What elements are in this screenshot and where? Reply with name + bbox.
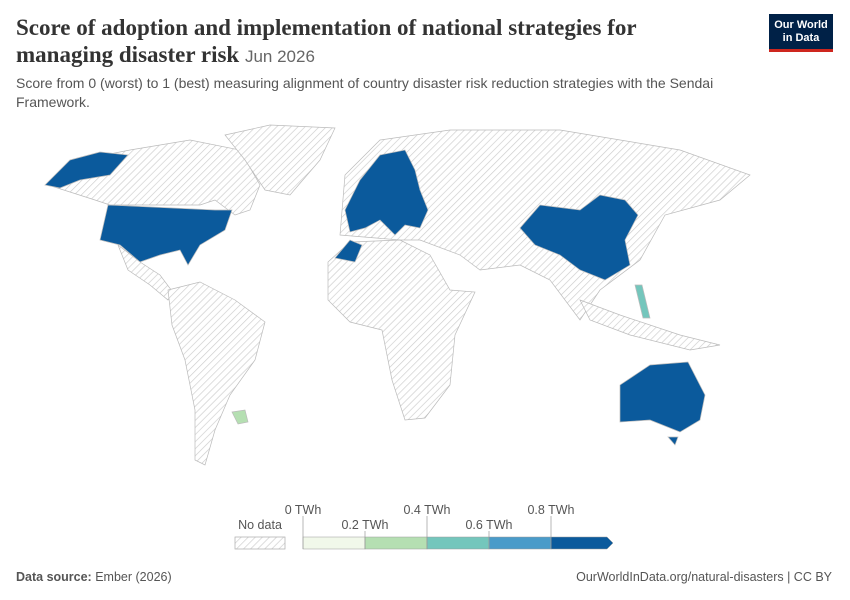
south-america[interactable] [167, 281, 266, 466]
legend-tick-label: 0.8 TWh [527, 503, 574, 517]
legend-bin [302, 536, 366, 550]
legend-bin [364, 536, 428, 550]
legend-tick-label: 0.4 TWh [403, 503, 450, 517]
logo-line: in Data [782, 32, 820, 44]
greenland[interactable] [224, 124, 336, 196]
morocco[interactable] [334, 239, 363, 263]
title: Score of adoption and implementation of … [16, 14, 716, 70]
legend-tick-label: 0 TWh [285, 503, 322, 517]
europe[interactable] [344, 149, 429, 236]
source: Ember (2026) [95, 570, 172, 584]
southeast-asia[interactable] [579, 299, 721, 351]
usa[interactable] [99, 204, 233, 266]
legend-tick-label: 0.2 TWh [341, 518, 388, 532]
china[interactable] [519, 194, 639, 281]
philippines[interactable] [634, 284, 651, 319]
no-data-swatch [234, 536, 286, 550]
title-text: Score of adoption and implementation of … [16, 15, 637, 67]
footer-url[interactable]: OurWorldInData.org/natural-disasters | C… [576, 570, 832, 584]
legend-bin [426, 536, 490, 550]
tasmania[interactable] [667, 436, 679, 446]
source-label: Data source: [16, 570, 92, 584]
australia[interactable] [619, 361, 706, 433]
alaska[interactable] [44, 151, 129, 189]
no-data-label: No data [238, 518, 282, 532]
logo-line: Our World [774, 19, 828, 31]
footer-source: Data source: Ember (2026) [16, 570, 172, 584]
date: Jun 2026 [244, 47, 315, 66]
africa[interactable] [327, 239, 476, 421]
uruguay[interactable] [231, 409, 249, 425]
logo[interactable]: Our World in Data [769, 14, 833, 52]
legend-bin [550, 536, 614, 550]
subtitle: Score from 0 (worst) to 1 (best) measuri… [16, 75, 714, 110]
legend-tick-label: 0.6 TWh [465, 518, 512, 532]
legend-bin [488, 536, 552, 550]
